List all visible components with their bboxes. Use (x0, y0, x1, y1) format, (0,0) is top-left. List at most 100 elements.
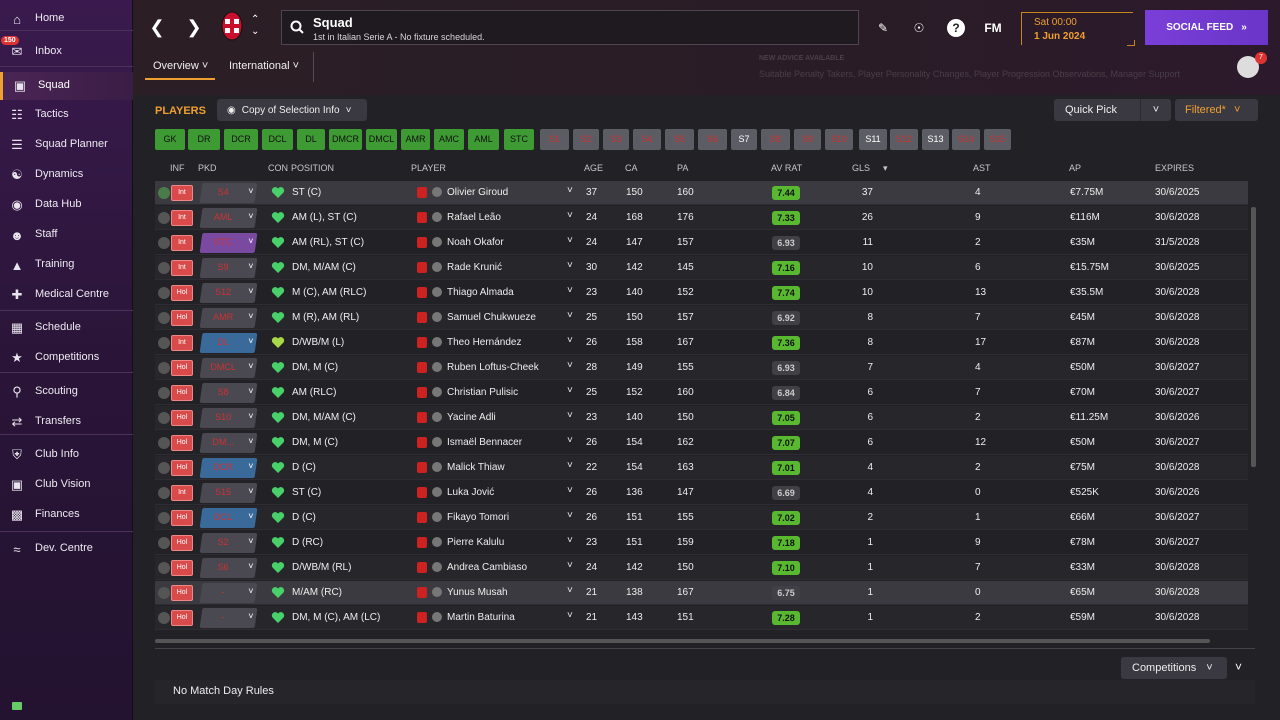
sidebar-item-finances[interactable]: ▩ Finances (0, 501, 133, 529)
player-name[interactable]: Samuel Chukwueze (447, 312, 536, 323)
inf-badge[interactable]: Int (171, 260, 193, 276)
sidebar-item-medical-centre[interactable]: ✚ Medical Centre (0, 281, 133, 309)
tab-international[interactable]: International ˅ (229, 60, 299, 72)
position-chip-amr[interactable]: AMR (401, 129, 430, 150)
table-row[interactable]: Int STC ˅ AM (RL), ST (C) Noah Okafor ˅ 24 147 1… (155, 231, 1248, 255)
pkd-selector[interactable]: S12 ˅ (199, 283, 258, 303)
col-pa[interactable]: PA (677, 163, 689, 173)
sidebar-item-club-vision[interactable]: ▣ Club Vision (0, 471, 133, 499)
table-row[interactable]: Hol - ˅ M/AM (RC) Yunus Musah ˅ 21 138 167 6.75 1 0… (155, 581, 1248, 605)
sidebar-item-scouting[interactable]: ⚲ Scouting (0, 378, 133, 406)
player-name[interactable]: Martin Baturina (447, 612, 515, 623)
title-box[interactable]: Squad 1st in Italian Serie A - No fixtur… (281, 10, 859, 45)
sidebar-item-schedule[interactable]: ▦ Schedule (0, 314, 133, 342)
table-row[interactable]: Int S9 ˅ DM, M/AM (C) Rade Krunić ˅ 30 142 145 7.… (155, 256, 1248, 280)
player-name[interactable]: Rade Krunić (447, 262, 503, 273)
col-con[interactable]: CON (268, 163, 288, 173)
player-name[interactable]: Christian Pulisic (447, 387, 519, 398)
pkd-selector[interactable]: S6 ˅ (199, 558, 258, 578)
position-chip-dl[interactable]: DL (297, 129, 325, 150)
player-name[interactable]: Olivier Giroud (447, 187, 509, 198)
inf-badge[interactable]: Hol (171, 510, 193, 526)
table-row[interactable]: Hol DM... ˅ DM, M (C) Ismaël Bennacer ˅ 26 154 1… (155, 431, 1248, 455)
position-chip-s1[interactable]: S1 (540, 129, 569, 150)
pkd-selector[interactable]: S8 ˅ (199, 383, 258, 403)
position-chip-s11[interactable]: S11 (859, 129, 887, 150)
inf-badge[interactable]: Int (171, 335, 193, 351)
select-checkbox[interactable] (158, 537, 170, 549)
col-position[interactable]: POSITION (291, 163, 335, 173)
inf-badge[interactable]: Int (171, 485, 193, 501)
position-chip-s4[interactable]: S4 (633, 129, 661, 150)
player-name[interactable]: Andrea Cambiaso (447, 562, 528, 573)
sidebar-item-dynamics[interactable]: ☯ Dynamics (0, 161, 133, 189)
chevron-down-icon[interactable]: ˅ (567, 535, 573, 546)
quick-pick-button[interactable]: Quick Pick ˅ (1054, 99, 1171, 121)
col-ast[interactable]: AST (973, 163, 991, 173)
table-row[interactable]: Hol - ˅ DM, M (C), AM (LC) Martin Baturina ˅ 2… (155, 606, 1248, 630)
col-expires[interactable]: EXPIRES (1155, 163, 1195, 173)
pkd-selector[interactable]: DL ˅ (199, 333, 258, 353)
player-name[interactable]: Malick Thiaw (447, 462, 505, 473)
table-row[interactable]: Hol DCR ˅ D (C) Malick Thiaw ˅ 22 154 163 7.01 4 2 €… (155, 456, 1248, 480)
inf-badge[interactable]: Hol (171, 460, 193, 476)
table-row[interactable]: Hol DMCL ˅ DM, M (C) Ruben Loftus-Cheek ˅ 28 14… (155, 356, 1248, 380)
chevron-down-icon[interactable]: ˅ (567, 385, 573, 396)
table-row[interactable]: Int S4 ˅ ST (C) Olivier Giroud ˅ 37 150 160 7.44 3… (155, 181, 1248, 205)
select-checkbox[interactable] (158, 212, 170, 224)
pkd-selector[interactable]: AML ˅ (199, 208, 258, 228)
chevron-down-icon[interactable]: ˅ (567, 610, 573, 621)
position-chip-s13[interactable]: S13 (922, 129, 949, 150)
player-name[interactable]: Thiago Almada (447, 287, 514, 298)
select-checkbox[interactable] (158, 437, 170, 449)
sidebar-item-staff[interactable]: ☻ Staff (0, 221, 133, 249)
col-age[interactable]: AGE (584, 163, 604, 173)
select-checkbox[interactable] (158, 337, 170, 349)
sidebar-item-squad-planner[interactable]: ☰ Squad Planner (0, 131, 133, 159)
player-name[interactable]: Fikayo Tomori (447, 512, 510, 523)
col-pkd[interactable]: PKD (198, 163, 217, 173)
position-chip-dcl[interactable]: DCL (262, 129, 293, 150)
chevron-down-icon[interactable]: ˅ (567, 560, 573, 571)
edit-icon[interactable]: ✎ (877, 21, 889, 35)
inf-badge[interactable]: Hol (171, 610, 193, 626)
history-chevrons-icon[interactable]: ⌃ ⌄ (251, 14, 260, 37)
chevron-down-icon[interactable]: ˅ (567, 210, 573, 221)
sidebar-item-training[interactable]: ▲ Training (0, 251, 133, 279)
vertical-scrollbar[interactable] (1251, 207, 1256, 467)
col-gls[interactable]: GLS (852, 163, 871, 173)
position-chip-s7[interactable]: S7 (731, 129, 757, 150)
inf-badge[interactable]: Hol (171, 285, 193, 301)
position-chip-gk[interactable]: GK (155, 129, 185, 150)
position-chip-s6[interactable]: S6 (698, 129, 727, 150)
table-row[interactable]: Hol S2 ˅ D (RC) Pierre Kalulu ˅ 23 151 159 7.18 1 9… (155, 531, 1248, 555)
tab-overview[interactable]: Overview ˅ (153, 60, 208, 72)
select-checkbox[interactable] (158, 237, 170, 249)
select-checkbox[interactable] (158, 412, 170, 424)
player-name[interactable]: Ruben Loftus-Cheek (447, 362, 539, 373)
player-name[interactable]: Pierre Kalulu (447, 537, 505, 548)
position-chip-dcr[interactable]: DCR (224, 129, 258, 150)
pkd-selector[interactable]: AMR ˅ (199, 308, 258, 328)
select-checkbox[interactable] (158, 262, 170, 274)
globe-icon[interactable]: ☉ (913, 21, 925, 35)
manager-avatar-icon[interactable] (1237, 56, 1259, 78)
forward-button[interactable]: ❯ (186, 17, 202, 37)
pkd-selector[interactable]: - ˅ (199, 583, 258, 603)
select-checkbox[interactable] (158, 312, 170, 324)
position-chip-dmcl[interactable]: DMCL (366, 129, 397, 150)
pkd-selector[interactable]: DCR ˅ (199, 458, 258, 478)
table-row[interactable]: Hol S12 ˅ M (C), AM (RLC) Thiago Almada ˅ 23 14… (155, 281, 1248, 305)
player-name[interactable]: Ismaël Bennacer (447, 437, 523, 448)
pkd-selector[interactable]: S15 ˅ (199, 483, 258, 503)
pkd-selector[interactable]: DMCL ˅ (199, 358, 258, 378)
inf-badge[interactable]: Hol (171, 410, 193, 426)
player-name[interactable]: Luka Jović (447, 487, 495, 498)
player-name[interactable]: Yunus Musah (447, 587, 508, 598)
col-inf[interactable]: INF (170, 163, 185, 173)
advice-text[interactable]: Suitable Penalty Takers, Player Personal… (759, 69, 1181, 79)
position-chip-dr[interactable]: DR (188, 129, 220, 150)
pkd-selector[interactable]: DCL ˅ (199, 508, 258, 528)
back-button[interactable]: ❮ (149, 17, 165, 37)
position-chip-stc[interactable]: STC (504, 129, 534, 150)
